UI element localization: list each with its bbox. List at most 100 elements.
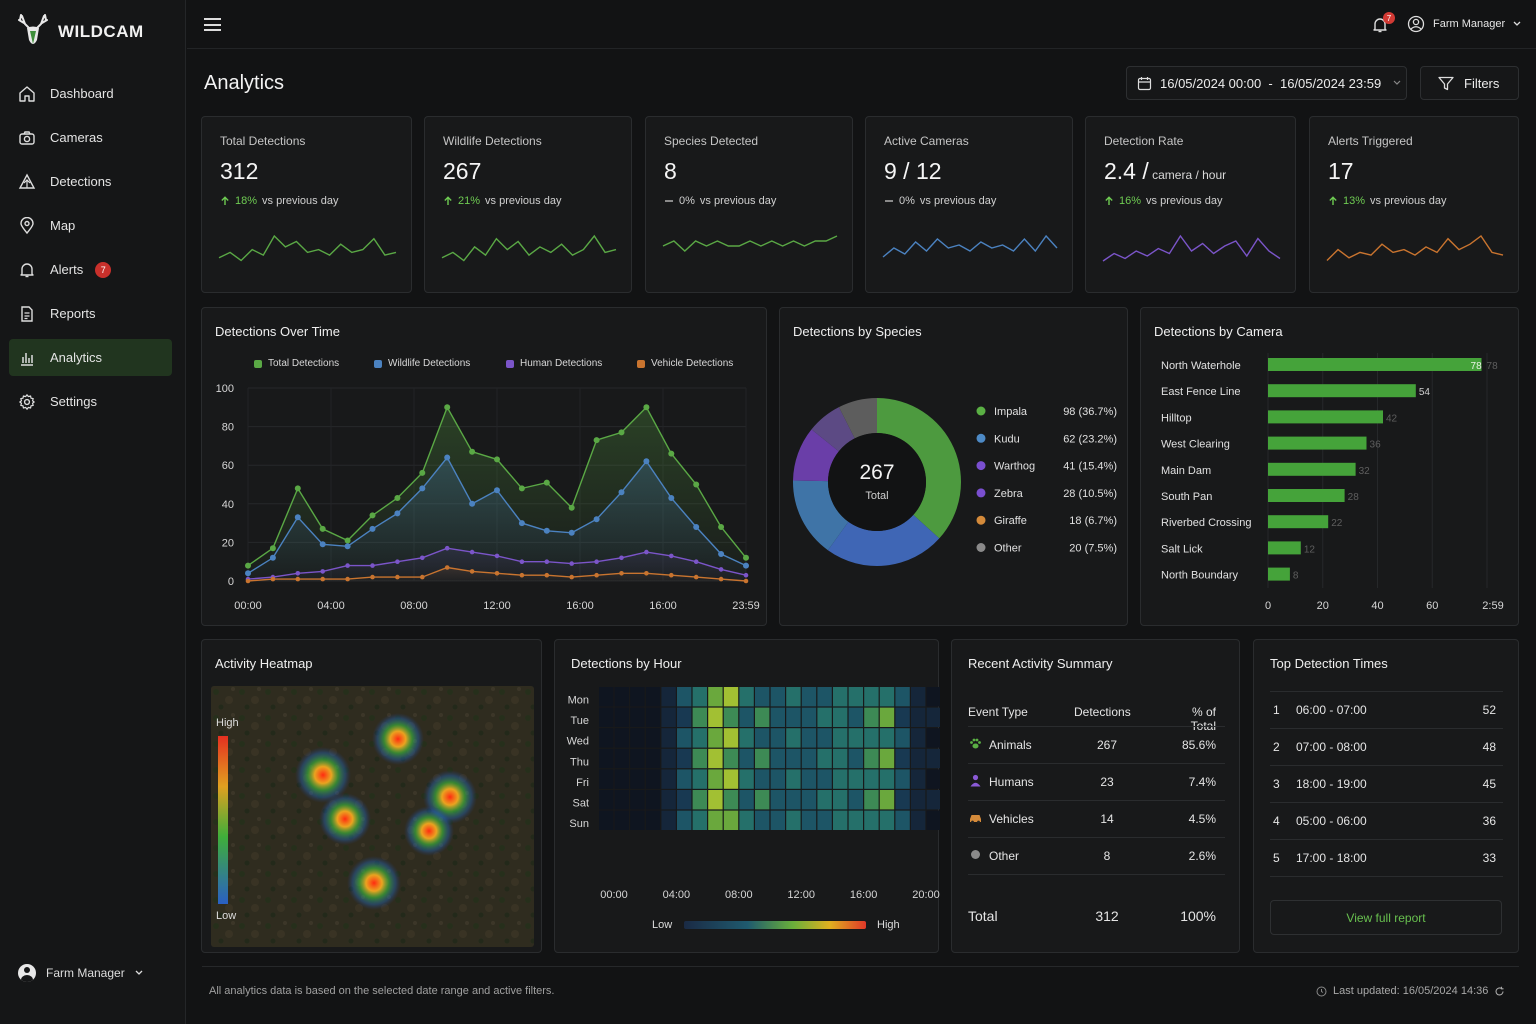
species-card: Detections by Species 267 Total Impala 98 (… (779, 307, 1128, 626)
hour-cell (817, 748, 832, 769)
hour-cell (614, 707, 629, 727)
row-divider (968, 763, 1225, 764)
hour-cell (692, 748, 707, 769)
kpi-value-number: 9 / 12 (884, 158, 942, 184)
hour-cell (599, 687, 614, 707)
hour-cell (661, 707, 676, 727)
legend-label: Human Detections (520, 358, 603, 369)
deer-logo-icon (18, 14, 48, 44)
data-point (494, 456, 500, 463)
kpi-label: Alerts Triggered (1328, 134, 1413, 148)
heat-scale-high: High (216, 717, 239, 729)
legend-species-value: 98 (36.7%) (1063, 406, 1117, 418)
menu-toggle-icon[interactable] (204, 18, 221, 31)
x-tick-label: 00:00 (234, 600, 262, 612)
data-point (669, 572, 674, 578)
camera-bar (1268, 567, 1290, 581)
sidebar-item-label: Map (50, 218, 76, 233)
hour-scale-low: Low (652, 919, 673, 931)
hour-cell (599, 790, 614, 810)
hour-scale-high: High (877, 919, 900, 931)
data-point (345, 576, 350, 582)
hour-cell (755, 687, 770, 707)
sidebar-item-settings[interactable]: Settings (9, 383, 172, 420)
hour-cell (911, 728, 926, 748)
hour-cell (911, 769, 926, 789)
rank: 4 (1273, 814, 1280, 828)
hour-cell (786, 790, 801, 810)
filters-button[interactable]: Filters (1420, 66, 1519, 100)
data-point (668, 450, 675, 457)
camera-name: Main Dam (1161, 465, 1211, 477)
data-point (568, 529, 575, 536)
sidebar-item-dashboard[interactable]: Dashboard (9, 75, 172, 112)
hour-cell (895, 707, 910, 727)
notifications-bell-icon[interactable] (1371, 16, 1389, 34)
user-menu[interactable]: Farm Manager (1407, 15, 1521, 33)
legend-human[interactable]: Human Detections (506, 358, 602, 369)
data-point (245, 578, 251, 584)
sidebar-user-menu[interactable]: Farm Manager (18, 964, 143, 982)
camera-bar (1268, 462, 1356, 476)
data-point (269, 545, 276, 552)
kpi-label: Species Detected (664, 134, 759, 148)
sidebar-item-map[interactable]: Map (9, 207, 172, 244)
camera-bar-value: 22 (1331, 518, 1343, 529)
camera-name: Salt Lick (1161, 543, 1203, 555)
hour-cell (723, 810, 739, 830)
total-percent: 100% (1180, 908, 1216, 924)
legend-vehicle[interactable]: Vehicle Detections (637, 358, 733, 369)
time-count: 33 (1482, 851, 1496, 865)
hour-cell (833, 728, 848, 748)
event-count: 8 (1103, 849, 1111, 863)
x-tick-label: 16:00 (566, 600, 594, 612)
data-point (593, 516, 600, 523)
hour-cell (614, 748, 629, 769)
data-point (245, 562, 251, 569)
camera-bar-value: 78 (1471, 361, 1483, 372)
hour-cell (879, 769, 895, 789)
date-range-picker[interactable]: 16/05/2024 00:00 - 16/05/2024 23:59 (1126, 66, 1407, 100)
legend-wildlife[interactable]: Wildlife Detections (374, 358, 470, 369)
event-percent: 2.6% (1188, 849, 1216, 863)
hour-cell (926, 687, 940, 707)
hour-cell (630, 728, 645, 748)
activity-heatmap-map[interactable] (211, 686, 534, 947)
refresh-icon[interactable] (1494, 986, 1505, 997)
view-full-report-button[interactable]: View full report (1270, 900, 1502, 935)
hour-cell (833, 790, 848, 810)
sparkline-path (218, 234, 397, 262)
donut-total-value: 267 (859, 461, 894, 484)
kpi-value-number: 8 (664, 158, 677, 184)
event-count: 267 (1096, 738, 1118, 752)
legend-label: Wildlife Detections (388, 358, 471, 369)
data-point (295, 576, 301, 582)
donut-chart: 267 Total Impala 98 (36.7%) Kudu 62 (23.2%) Wa… (793, 398, 1117, 566)
hour-cell (833, 707, 848, 727)
detections-icon (18, 173, 36, 189)
data-point (544, 559, 550, 564)
detections-by-hour-card: Detections by Hour Mon Tue Wed Thu Fri Sat Sun… (554, 639, 940, 953)
sidebar-item-reports[interactable]: Reports (9, 295, 172, 332)
time-count: 45 (1482, 777, 1496, 791)
logo[interactable]: WILDCAM (16, 14, 144, 50)
day-label: Tue (570, 715, 589, 727)
sidebar-item-detections[interactable]: Detections (9, 163, 172, 200)
legend-total[interactable]: Total Detections (254, 358, 339, 369)
day-label: Sun (569, 818, 589, 830)
data-point (444, 454, 451, 461)
camera-bar (1268, 384, 1416, 398)
sidebar-item-alerts[interactable]: Alerts 7 (9, 251, 172, 288)
hour-cell (926, 707, 940, 727)
data-point (669, 553, 674, 559)
legend-species-name: Impala (994, 406, 1028, 418)
sidebar-item-cameras[interactable]: Cameras (9, 119, 172, 156)
calendar-icon (1137, 76, 1152, 90)
legend-dot (976, 406, 986, 416)
hour-cell (848, 769, 863, 789)
rank: 1 (1273, 703, 1280, 717)
data-point (519, 572, 525, 578)
legend-dot (976, 461, 986, 471)
hour-cell (895, 748, 910, 769)
sidebar-item-analytics[interactable]: Analytics (9, 339, 172, 376)
